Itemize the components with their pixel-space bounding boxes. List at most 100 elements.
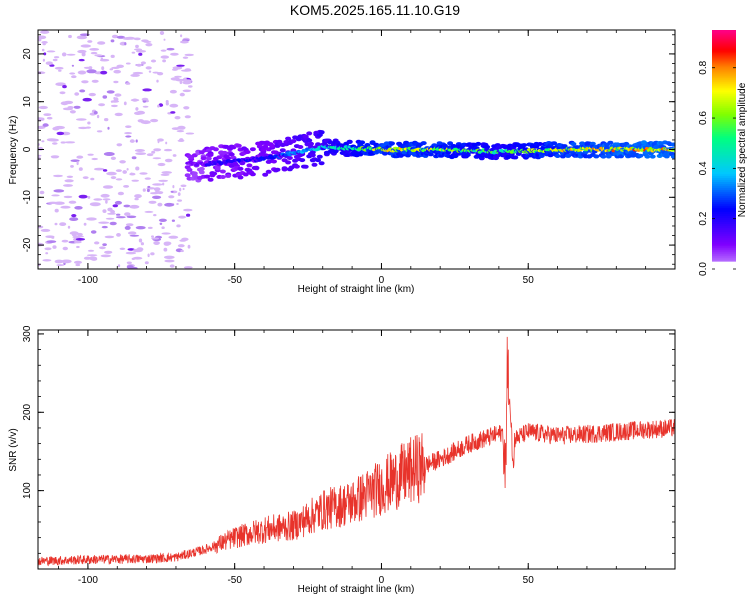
spectrogram-noise-blob bbox=[85, 126, 92, 129]
spectrogram-noise-blob bbox=[70, 165, 74, 168]
spectrogram-noise-blob bbox=[126, 215, 137, 219]
spectrogram-noise-blob bbox=[179, 187, 182, 192]
spectrogram-noise-blob bbox=[77, 70, 87, 75]
spectrogram-noise-blob bbox=[114, 200, 122, 205]
spectrogram-noise-blob bbox=[86, 69, 97, 74]
spectrogram-noise-blob bbox=[172, 68, 178, 71]
spectrogram-ridge-halo bbox=[262, 172, 269, 177]
spectrogram-noise-blob bbox=[184, 53, 194, 57]
spectrogram-noise-blob bbox=[131, 98, 138, 102]
colorbar-strip bbox=[712, 159, 736, 163]
spectrogram-ridge-halo bbox=[246, 163, 253, 168]
spectrogram-noise-blob bbox=[91, 157, 98, 161]
spectrogram-noise-blob bbox=[103, 152, 115, 156]
spectrogram-noise-blob bbox=[111, 66, 120, 69]
spectrogram-noise-blob bbox=[102, 185, 114, 189]
spectrogram-noise-blob bbox=[182, 187, 185, 191]
spectrogram-noise-blob bbox=[163, 255, 175, 259]
spectrogram-noise-blob bbox=[169, 103, 179, 108]
spectrogram-ridge-halo bbox=[318, 161, 325, 166]
spectrogram-noise-blob bbox=[110, 156, 116, 160]
spectrogram-noise-blob bbox=[160, 49, 167, 52]
spectrogram-ridge-halo bbox=[538, 154, 545, 158]
colorbar-strip bbox=[712, 63, 736, 67]
colorbar-strip bbox=[712, 163, 736, 167]
spectrogram-noise-blob bbox=[166, 47, 175, 51]
spectrogram-noise-blob bbox=[152, 157, 162, 160]
spectrogram-noise-blob bbox=[102, 169, 108, 172]
spectrogram-ridge-halo bbox=[537, 142, 543, 146]
spectrogram-ridge-halo bbox=[219, 169, 226, 174]
spectrogram-marks bbox=[38, 30, 675, 269]
colorbar-strip bbox=[712, 181, 736, 184]
spectrogram-noise-blob bbox=[157, 104, 160, 108]
spectrogram-noise-blob bbox=[183, 208, 193, 212]
spectrogram-noise-blob bbox=[87, 40, 93, 43]
colorbar-strip bbox=[712, 33, 736, 37]
snr-frame bbox=[37, 329, 676, 570]
spectrogram-noise-blob bbox=[76, 118, 87, 121]
colorbar-strip bbox=[712, 211, 736, 214]
spectrogram-noise-blob bbox=[107, 207, 113, 212]
colorbar-strip bbox=[712, 95, 736, 99]
spectrogram-noise-blob bbox=[135, 152, 147, 156]
spectrogram-noise-blob bbox=[102, 95, 108, 99]
spectrogram-noise-blob bbox=[82, 97, 92, 102]
spectrogram-noise-blob bbox=[51, 194, 60, 197]
spectrogram-noise-blob bbox=[134, 194, 142, 199]
colorbar-strip bbox=[712, 249, 736, 252]
spectrogram-noise-blob bbox=[88, 92, 96, 97]
spectrogram-noise-blob bbox=[45, 252, 49, 255]
spectrogram-noise-blob bbox=[100, 70, 108, 75]
colorbar-strip bbox=[712, 229, 736, 232]
spectrogram-noise-blob bbox=[122, 170, 127, 174]
colorbar-strip bbox=[712, 39, 736, 43]
spectrogram-noise-blob bbox=[135, 107, 139, 111]
colorbar-strip bbox=[712, 147, 736, 151]
spectrogram-noise-blob bbox=[38, 118, 45, 121]
spectrogram-noise-blob bbox=[38, 35, 47, 40]
spectrogram-noise-blob bbox=[83, 222, 87, 226]
spectrogram-noise-blob bbox=[164, 202, 175, 207]
spectrogram-noise-blob bbox=[61, 52, 67, 57]
spectrogram-ridge-halo bbox=[315, 142, 321, 147]
spectrogram-ridge-halo bbox=[235, 143, 242, 148]
spectrogram-noise-blob bbox=[131, 179, 139, 182]
spectrogram-ridge-halo bbox=[204, 174, 211, 179]
spectrogram-noise-blob bbox=[168, 235, 179, 239]
snr-x-label: Height of straight line (km) bbox=[298, 584, 415, 595]
spectrogram-noise-blob bbox=[96, 130, 103, 133]
spectrogram-noise-blob bbox=[117, 264, 121, 268]
spectrogram-noise-blob bbox=[129, 234, 140, 237]
spectrogram-noise-blob bbox=[180, 184, 187, 188]
spectrogram-noise-blob bbox=[101, 66, 105, 71]
colorbar-strip bbox=[712, 69, 736, 73]
spectrogram-noise-blob bbox=[78, 58, 85, 62]
spectrogram-ridge-halo bbox=[200, 156, 207, 161]
spectrogram-noise-blob bbox=[164, 158, 173, 163]
spectrogram-noise-blob bbox=[60, 205, 71, 209]
colorbar-strip bbox=[712, 149, 736, 153]
spectrogram-noise-blob bbox=[74, 206, 83, 210]
y-tick-label: 10 bbox=[22, 96, 33, 108]
spectrogram-noise-blob bbox=[133, 37, 141, 41]
snr-plot-area bbox=[38, 330, 675, 569]
spectrogram-noise-blob bbox=[142, 88, 152, 92]
spectrogram-ridge-halo bbox=[237, 166, 244, 171]
spectrogram-noise-blob bbox=[41, 41, 48, 44]
y-tick-label: -20 bbox=[22, 237, 33, 252]
spectrogram-noise-blob bbox=[64, 179, 74, 183]
spectrogram-ridge-halo bbox=[521, 143, 528, 148]
spectrogram-noise-blob bbox=[125, 125, 132, 128]
colorbar-strip bbox=[712, 199, 736, 202]
colorbar-strip bbox=[712, 51, 736, 55]
spectrogram-ridge-halo bbox=[191, 171, 198, 176]
colorbar-strip bbox=[712, 215, 736, 218]
spectrogram-noise-blob bbox=[76, 35, 88, 40]
spectrogram-noise-blob bbox=[179, 239, 187, 242]
spectrogram-noise-blob bbox=[78, 167, 83, 171]
spectrogram-ridge-halo bbox=[249, 172, 256, 177]
y-tick-label: 20 bbox=[22, 48, 33, 60]
spectrogram-ridge-halo bbox=[306, 131, 313, 136]
spectrogram-noise-blob bbox=[75, 235, 84, 238]
